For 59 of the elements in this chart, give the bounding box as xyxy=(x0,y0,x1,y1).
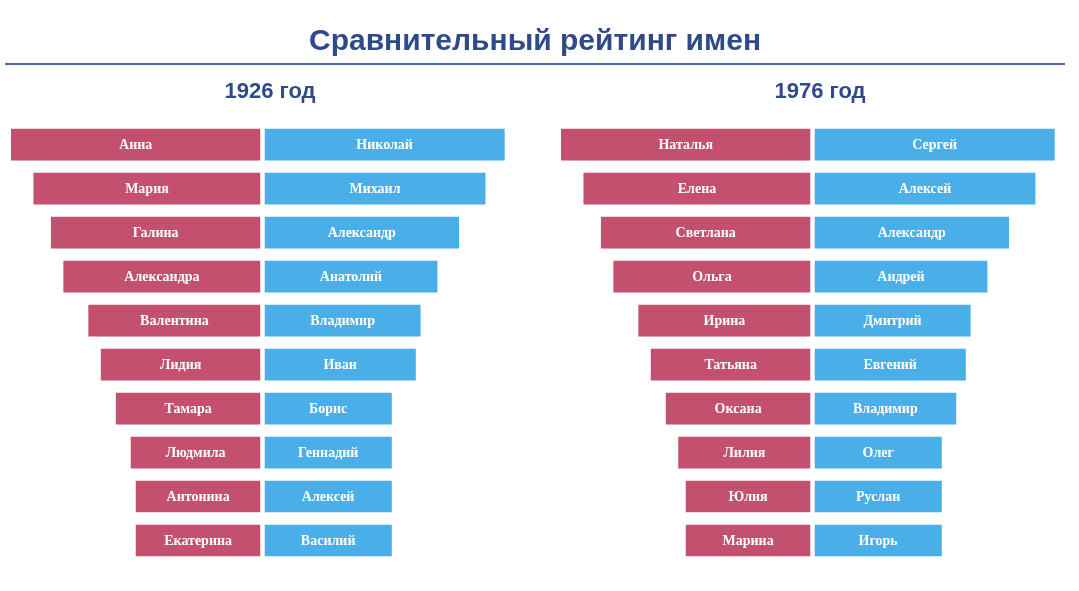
y-tick-label: Оксана xyxy=(714,401,762,417)
y-tick-label: Владимир xyxy=(852,401,918,417)
y-tick-label: Мария xyxy=(125,181,170,197)
bar xyxy=(814,172,1036,205)
y-tick-label: Татьяна xyxy=(704,357,757,373)
y-tick-label: Антонина xyxy=(166,489,230,505)
y-tick-label: Юлия xyxy=(728,489,769,505)
y-tick-label: Ольга xyxy=(692,269,732,285)
text: Сравнительный рейтинг имен xyxy=(308,22,762,58)
bar xyxy=(264,480,392,513)
y-tick-label: Борис xyxy=(308,401,348,417)
y-tick-label: Елена xyxy=(677,181,717,197)
chart-title: 1976 год xyxy=(774,77,866,105)
bar xyxy=(814,216,1010,249)
bar xyxy=(814,480,942,513)
y-tick-label: Марина xyxy=(722,533,774,549)
bar xyxy=(264,172,486,205)
y-tick-label: Светлана xyxy=(675,225,736,241)
y-tick-label: Владимир xyxy=(310,313,376,329)
y-tick-label: Галина xyxy=(132,225,179,241)
bar xyxy=(264,128,505,161)
y-tick-label: Дмитрий xyxy=(863,313,922,329)
y-tick-label: Ирина xyxy=(703,313,746,329)
bar xyxy=(814,524,942,557)
y-tick-label: Иван xyxy=(323,357,357,373)
y-tick-label: Руслан xyxy=(856,489,901,505)
y-tick-label: Олег xyxy=(862,445,894,461)
y-tick-label: Тамара xyxy=(164,401,212,417)
y-tick-label: Екатерина xyxy=(164,533,233,549)
y-tick-label: Лилия xyxy=(723,445,766,461)
y-tick-label: Наталья xyxy=(658,137,714,153)
bar xyxy=(814,260,988,293)
y-tick-label: Александра xyxy=(124,269,200,285)
y-tick-label: Сергей xyxy=(912,137,957,153)
y-tick-label: Александр xyxy=(327,225,397,241)
bar xyxy=(814,436,942,469)
y-tick-label: Николай xyxy=(356,137,413,153)
y-tick-label: Андрей xyxy=(877,269,925,285)
bar xyxy=(264,216,460,249)
y-tick-label: Алексей xyxy=(898,181,952,197)
y-tick-label: Алексей xyxy=(301,489,355,505)
bar xyxy=(264,348,416,381)
bar xyxy=(264,260,438,293)
y-tick-label: Лидия xyxy=(160,357,202,373)
y-tick-label: Валентина xyxy=(140,313,209,329)
y-tick-label: Людмила xyxy=(165,445,226,461)
chart-title: 1926 год xyxy=(224,77,316,105)
bar xyxy=(814,348,966,381)
bar xyxy=(814,304,971,337)
y-tick-label: Александр xyxy=(877,225,947,241)
y-tick-label: Анна xyxy=(119,137,153,153)
y-tick-label: Михаил xyxy=(349,181,401,197)
bar xyxy=(264,392,392,425)
y-tick-label: Игорь xyxy=(858,533,899,549)
y-tick-label: Анатолий xyxy=(319,269,383,285)
y-tick-label: Геннадий xyxy=(297,445,359,461)
y-tick-label: Евгений xyxy=(863,357,917,373)
y-tick-label: Василий xyxy=(300,533,356,549)
bar xyxy=(814,128,1055,161)
